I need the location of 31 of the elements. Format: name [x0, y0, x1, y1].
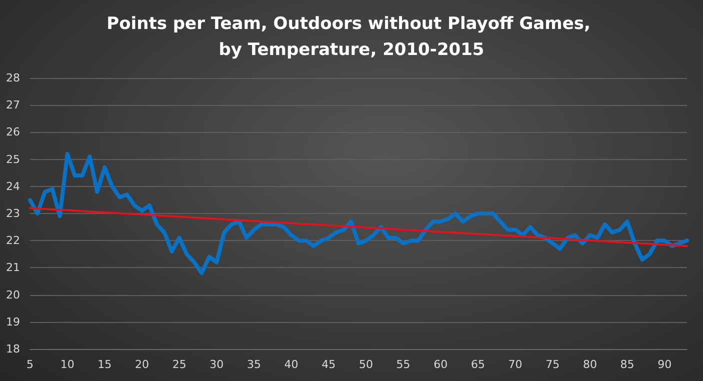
x-tick-label: 45 — [322, 358, 336, 371]
x-tick-label: 80 — [582, 358, 597, 371]
x-tick-label: 15 — [98, 358, 112, 371]
x-tick-label: 70 — [508, 358, 522, 371]
x-tick-label: 10 — [60, 358, 74, 371]
x-tick-label: 50 — [358, 358, 373, 371]
y-tick-label: 26 — [6, 126, 20, 139]
y-tick-label: 18 — [6, 342, 20, 356]
line-series — [28, 152, 689, 276]
y-tick-label: 23 — [6, 207, 20, 220]
y-tick-label: 21 — [6, 261, 20, 274]
y-tick-label: 25 — [6, 152, 20, 166]
x-tick-label: 55 — [396, 358, 410, 371]
x-tick-label: 20 — [134, 358, 149, 371]
y-tick-label: 28 — [6, 72, 20, 84]
y-tick-label: 27 — [6, 98, 20, 112]
x-tick-label: 25 — [172, 358, 186, 371]
y-tick-label: 19 — [6, 315, 20, 328]
x-tick-label: 75 — [546, 358, 560, 371]
x-tick-label: 30 — [210, 358, 224, 371]
x-tick-label: 35 — [246, 358, 261, 371]
y-tick-label: 22 — [6, 234, 20, 248]
x-tick-label: 85 — [620, 358, 634, 371]
x-tick-label: 40 — [284, 358, 298, 371]
chart-title: Points per Team, Outdoors without Playoff Games, by Temperature, 2010-2015 — [106, 14, 596, 60]
x-tick-label: 5 — [26, 358, 34, 371]
x-tick-label: 90 — [658, 358, 672, 371]
x-tick-label: 65 — [470, 358, 485, 371]
y-tick-label: 24 — [6, 180, 20, 193]
y-tick-label: 20 — [6, 288, 20, 302]
x-tick-label: 60 — [434, 358, 448, 371]
